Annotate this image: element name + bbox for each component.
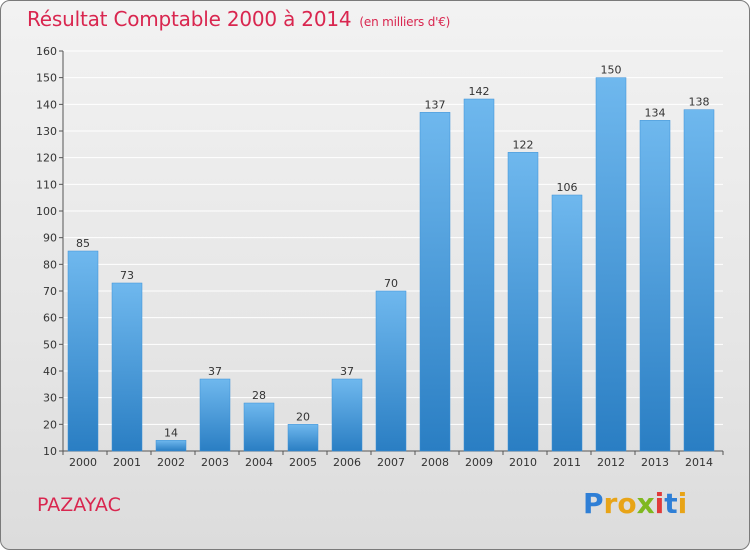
logo-letter: P [583,487,604,520]
bar-2014 [683,109,715,452]
data-label-2009: 142 [469,85,490,98]
y-tick-label: 30 [43,392,57,405]
logo-letter: i [654,487,665,520]
x-tick-label-2001: 2001 [113,456,141,469]
x-tick-label-2005: 2005 [289,456,317,469]
bars [67,77,715,452]
bar-2006 [331,378,363,452]
y-tick-label: 70 [43,285,57,298]
x-tick-label-2010: 2010 [509,456,537,469]
bar-2000 [67,250,99,452]
bar-2002 [155,440,187,452]
logo-letter: t [664,487,678,520]
logo-letter: x [636,487,655,520]
y-tick-label: 50 [43,338,57,351]
x-tick-label-2006: 2006 [333,456,361,469]
data-label-2011: 106 [557,181,578,194]
bar-2008 [419,112,451,452]
x-tick-label-2000: 2000 [69,456,97,469]
y-tick-label: 110 [36,178,57,191]
bar-2001 [111,282,143,452]
x-tick-label-2004: 2004 [245,456,273,469]
logo-letter: r [603,487,618,520]
data-label-2007: 70 [384,277,398,290]
y-tick-label: 130 [36,125,57,138]
bar-2005 [287,424,319,452]
x-tick-label-2003: 2003 [201,456,229,469]
data-label-2013: 134 [645,106,666,119]
x-tick-label-2014: 2014 [685,456,713,469]
y-axis-ticks: 10 20 30 40 50 60 70 80 90 100 110 120 130 140 150 160 [36,45,63,458]
data-label-2014: 138 [689,96,710,109]
data-label-2001: 73 [120,269,134,282]
bar-2012 [595,77,627,452]
x-tick-label-2007: 2007 [377,456,405,469]
data-label-2004: 28 [252,389,266,402]
data-label-2005: 20 [296,410,310,423]
bar-2013 [639,120,671,452]
y-tick-label: 90 [43,232,57,245]
chart-title: Résultat Comptable 2000 à 2014 (en millie… [27,7,450,31]
bar-2011 [551,194,583,452]
x-tick-label-2012: 2012 [597,456,625,469]
chart-title-text: Résultat Comptable 2000 à 2014 [27,7,352,31]
y-tick-label: 20 [43,418,57,431]
y-tick-label: 60 [43,312,57,325]
y-tick-label: 140 [36,98,57,111]
logo-letter: o [617,487,637,520]
data-label-2010: 122 [513,138,534,151]
bar-2010 [507,152,539,452]
proxiti-logo[interactable]: Proxiti [583,487,687,520]
x-tick-label-2011: 2011 [553,456,581,469]
data-label-2003: 37 [208,365,222,378]
bar-2007 [375,290,407,452]
x-tick-label-2002: 2002 [157,456,185,469]
bar-2003 [199,378,231,452]
y-tick-label: 120 [36,152,57,165]
data-label-2000: 85 [76,237,90,250]
y-tick-label: 10 [43,445,57,458]
y-tick-label: 150 [36,72,57,85]
y-tick-label: 40 [43,365,57,378]
x-tick-label-2013: 2013 [641,456,669,469]
logo-letter: i [677,487,688,520]
chart-unit-label: (en milliers d'€) [359,15,451,29]
data-labels: 85 73 14 37 28 20 37 70 137 142 122 106 150 134 138 [76,64,710,440]
y-tick-label: 160 [36,45,57,58]
data-label-2008: 137 [425,98,446,111]
y-tick-label: 100 [36,205,57,218]
x-tick-label-2009: 2009 [465,456,493,469]
x-axis-ticks: 2000 2001 2002 2003 2004 2005 2006 2007 2008 2009… [62,451,724,469]
data-label-2002: 14 [164,426,178,439]
data-label-2006: 37 [340,365,354,378]
y-tick-label: 80 [43,258,57,271]
data-label-2012: 150 [601,64,622,77]
bar-2004 [243,402,275,452]
bar-2009 [463,98,495,452]
commune-name: PAZAYAC [37,494,121,516]
x-tick-label-2008: 2008 [421,456,449,469]
